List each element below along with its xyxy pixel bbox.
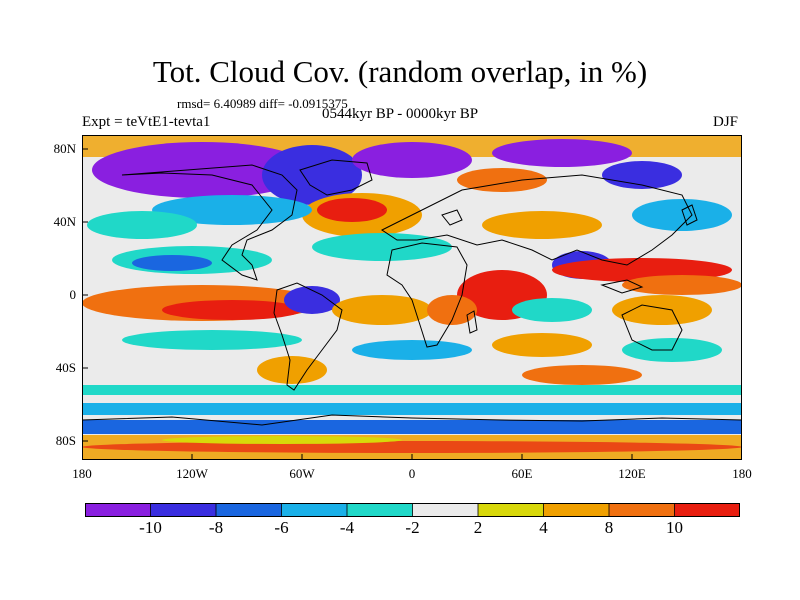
- figure-title: Tot. Cloud Cov. (random overlap, in %): [152, 54, 648, 89]
- colorbar-label-1: -8: [208, 518, 224, 537]
- colorbar-cell-4: [346, 503, 414, 517]
- coastlines: [82, 159, 742, 426]
- colorbar-label-2: -6: [274, 518, 289, 537]
- colorbar: [85, 503, 740, 517]
- colorbar-label-0: -10: [139, 518, 162, 537]
- colorbar-cell-5: [412, 503, 479, 517]
- lon-label-120w: 120W: [176, 466, 208, 481]
- colorbar-cell-3: [281, 503, 348, 517]
- colorbar-cell-9: [674, 503, 740, 517]
- colorbar-label-8: 10: [666, 518, 683, 537]
- lon-label-60w: 60W: [289, 466, 315, 481]
- season-label: DJF: [712, 114, 738, 130]
- lon-label-60e: 60E: [511, 466, 533, 481]
- colorbar-label-4: -2: [405, 518, 420, 537]
- lon-label-180e: 180: [732, 466, 752, 481]
- lat-label-80n: 80N: [53, 141, 76, 156]
- colorbar-label-7: 8: [604, 518, 614, 537]
- world-map: [82, 135, 742, 460]
- colorbar-cell-8: [608, 503, 676, 517]
- colorbar-cell-7: [543, 503, 610, 517]
- experiment-label: Expt = teVtE1-tevta1: [82, 114, 211, 130]
- colorbar-cell-0: [85, 503, 152, 517]
- lat-label-40s: 40S: [55, 360, 76, 375]
- lat-label-0: 0: [69, 287, 77, 302]
- colorbar-cell-2: [215, 503, 283, 517]
- colorbar-label-5: 2: [473, 518, 483, 537]
- lon-label-120e: 120E: [618, 466, 646, 481]
- period-label: 0544kyr BP - 0000kyr BP: [322, 106, 479, 122]
- colorbar-cell-1: [150, 503, 217, 517]
- colorbar-cell-6: [477, 503, 545, 517]
- lon-label-0: 0: [408, 466, 416, 481]
- cloud-cover-field: [82, 135, 742, 460]
- lat-label-40n: 40N: [53, 214, 76, 229]
- colorbar-label-6: 4: [539, 518, 548, 537]
- lat-label-80s: 80S: [55, 433, 76, 448]
- colorbar-label-3: -4: [339, 518, 355, 537]
- stats-label: rmsd= 6.40989 diff= -0.0915375: [177, 96, 348, 111]
- axis-ticks: [82, 148, 633, 460]
- lon-label-180w: 180: [72, 466, 92, 481]
